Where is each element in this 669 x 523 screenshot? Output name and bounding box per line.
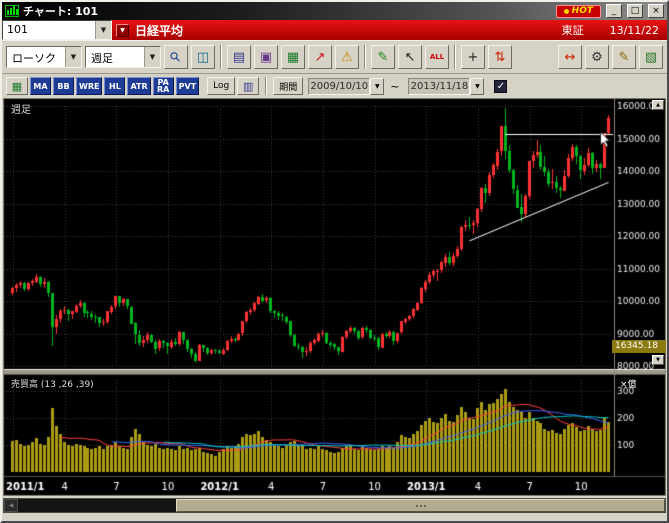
indicator-ma-button[interactable]: MA — [30, 77, 51, 95]
instrument-name: 日経平均 — [135, 22, 183, 39]
updown-arrows-button[interactable]: ⇅ — [488, 45, 512, 69]
indicator-pvt-button[interactable]: PVT — [176, 77, 200, 95]
select-cursor-button[interactable]: ↖ — [398, 45, 422, 69]
instrument-bar: ▼ 日経平均 東証 13/11/22 — [112, 20, 667, 40]
chart-style-button[interactable]: ▧ — [639, 45, 663, 69]
chart-region: 週足 売買高 (13 ,26 ,39) ×億 16345.18 ▲ ▼ — [3, 98, 666, 496]
date-to-field[interactable]: 2013/11/18 — [408, 78, 470, 95]
date-range-tilde: ~ — [390, 80, 399, 93]
crosshair-button[interactable]: + — [461, 45, 485, 69]
quote-date: 13/11/22 — [610, 24, 659, 37]
title-bar[interactable]: チャート: 101 HOT _ □ × — [2, 2, 667, 20]
symbol-code-dropdown-icon[interactable]: ▼ — [95, 21, 111, 39]
trend-signal-icon: ↗ — [315, 51, 326, 64]
indicator-atr-button[interactable]: ATR — [127, 77, 150, 95]
toolbar-separator — [220, 45, 222, 69]
expand-range-button[interactable]: ↔ — [558, 45, 582, 69]
date-to-dropdown-icon[interactable]: ▼ — [470, 78, 484, 95]
chart-window-icon: ◫ — [197, 51, 209, 64]
minimize-button[interactable]: _ — [606, 4, 622, 18]
save-chart-icon: ▤ — [233, 51, 245, 64]
toolbar-separator — [364, 45, 366, 69]
app-icon — [5, 5, 19, 17]
hot-indicator-dot — [564, 9, 569, 14]
updown-arrows-icon: ⇅ — [495, 51, 506, 64]
capture-icon: ▣ — [260, 51, 272, 64]
clear-all-button[interactable]: ALL — [425, 45, 449, 69]
indicator-pa-ra-button[interactable]: PA RA — [153, 77, 174, 95]
draw-pencil-button[interactable]: ✎ — [371, 45, 395, 69]
hot-badge: HOT — [556, 5, 601, 18]
scale-down-button[interactable]: ▼ — [652, 355, 664, 365]
indicator-hl-button[interactable]: HL — [104, 77, 125, 95]
pen-color-icon: ✎ — [619, 51, 630, 64]
clear-all-icon: ALL — [430, 54, 444, 61]
draw-pencil-icon: ✎ — [378, 51, 389, 64]
symbol-row: 101 ▼ ▼ 日経平均 東証 13/11/22 — [2, 20, 667, 40]
window-title: チャート: 101 — [23, 3, 552, 19]
crosshair-icon: + — [468, 51, 479, 64]
scale-mode-button[interactable]: ▥ — [237, 77, 259, 95]
toolbar2-separator — [265, 77, 267, 95]
date-from-field[interactable]: 2009/10/10 — [308, 78, 370, 95]
symbol-code-combobox[interactable]: 101 ▼ — [2, 20, 112, 40]
price-volume-chart-canvas[interactable] — [3, 98, 666, 496]
log-scale-button[interactable]: Log — [207, 77, 235, 95]
period-button[interactable]: 期間 — [273, 77, 303, 95]
scrollbar-thumb[interactable] — [176, 499, 665, 512]
period-checkbox[interactable]: ✓ — [494, 80, 507, 93]
checkmark-icon: ✓ — [497, 81, 505, 92]
chart-window: チャート: 101 HOT _ □ × 101 ▼ ▼ 日経平均 東証 13/1… — [0, 0, 669, 523]
indicator-bb-button[interactable]: BB — [53, 77, 74, 95]
exchange-label: 東証 — [562, 22, 584, 38]
indicator-wre-button[interactable]: WRE — [76, 77, 102, 95]
zoom-in-icon: ⚲ — [168, 49, 184, 65]
pen-color-button[interactable]: ✎ — [612, 45, 636, 69]
date-from-dropdown-icon[interactable]: ▼ — [370, 78, 384, 95]
chart-style-icon: ▧ — [645, 51, 657, 64]
zoom-in-button[interactable]: ⚲ — [164, 45, 188, 69]
horizontal-scrollbar[interactable]: ◀ — [3, 498, 666, 513]
timeframe-dropdown-icon[interactable]: ▼ — [144, 47, 160, 67]
toolbar-separator — [454, 45, 456, 69]
window-bottom-edge — [2, 513, 667, 521]
chart-window-button[interactable]: ◫ — [191, 45, 215, 69]
symbol-code-value: 101 — [3, 21, 95, 39]
indicator-list-button[interactable]: ▦ — [6, 77, 28, 95]
alert-icon: ⚠ — [341, 51, 353, 64]
alert-button[interactable]: ⚠ — [335, 45, 359, 69]
data-table-icon: ▦ — [287, 51, 299, 64]
timeframe-value: 週足 — [86, 47, 144, 67]
settings-gear-icon: ⚙ — [591, 51, 603, 64]
expand-range-icon: ↔ — [565, 51, 576, 64]
hot-label: HOT — [572, 6, 593, 16]
date-from-control: 2009/10/10 ▼ — [308, 78, 384, 95]
capture-button[interactable]: ▣ — [254, 45, 278, 69]
date-to-control: 2013/11/18 ▼ — [408, 78, 484, 95]
scrollbar-left-button[interactable]: ◀ — [4, 499, 18, 512]
indicator-button-strip: MABBWREHLATRPA RAPVT — [30, 77, 199, 95]
chart-type-combobox[interactable]: ローソク ▼ — [6, 46, 82, 68]
toolbar-icon-strip: ⚲ ◫ ▤ ▣ ▦ ↗ ⚠ ✎ ↖ ALL + ⇅ ↔ ⚙ ✎ ▧ — [164, 45, 663, 69]
select-cursor-icon: ↖ — [405, 51, 416, 64]
data-table-button[interactable]: ▦ — [281, 45, 305, 69]
maximize-button[interactable]: □ — [627, 4, 643, 18]
save-chart-button[interactable]: ▤ — [227, 45, 251, 69]
instrument-menu-button[interactable]: ▼ — [116, 24, 129, 37]
chart-type-value: ローソク — [7, 47, 65, 67]
settings-gear-button[interactable]: ⚙ — [585, 45, 609, 69]
scale-up-button[interactable]: ▲ — [652, 100, 664, 110]
indicator-toolbar: ▦ MABBWREHLATRPA RAPVT Log ▥ 期間 2009/10/… — [2, 74, 667, 98]
trend-signal-button[interactable]: ↗ — [308, 45, 332, 69]
close-button[interactable]: × — [648, 4, 664, 18]
main-toolbar: ローソク ▼ 週足 ▼ ⚲ ◫ ▤ ▣ ▦ ↗ ⚠ ✎ ↖ ALL + ⇅ ↔ ⚙ ✎ ▧ — [2, 40, 667, 74]
timeframe-combobox[interactable]: 週足 ▼ — [85, 46, 161, 68]
chart-type-dropdown-icon[interactable]: ▼ — [65, 47, 81, 67]
